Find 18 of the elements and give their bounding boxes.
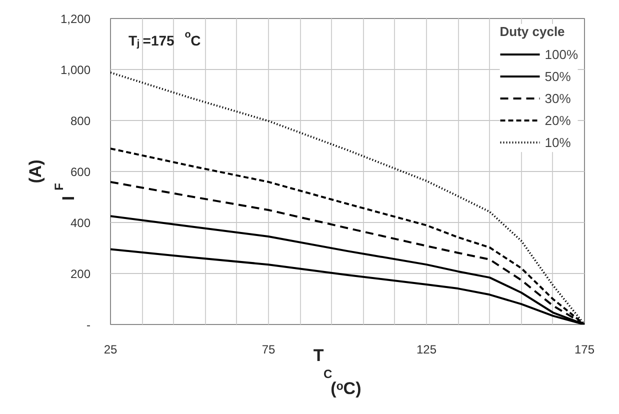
x-tick-label: 125 (416, 342, 437, 356)
y-tick-label: 200 (70, 267, 91, 281)
legend-title: Duty cycle (500, 24, 566, 39)
y-tick-label: 400 (70, 216, 91, 230)
y-tick-label: 800 (70, 114, 91, 128)
legend-label: 30% (544, 90, 571, 106)
x-tick-label: 175 (574, 342, 595, 356)
legend-label: 100% (544, 46, 578, 62)
legend-label: 50% (544, 68, 571, 84)
legend-label: 10% (544, 134, 571, 150)
x-tick-label: 75 (262, 342, 276, 356)
y-tick-label: - (86, 318, 91, 332)
y-tick-label: 1,200 (60, 12, 91, 26)
y-tick-label: 1,000 (60, 63, 91, 77)
legend-label: 20% (544, 112, 571, 128)
x-tick-label: 25 (104, 342, 118, 356)
x-axis-title: TC (ᵒC) (313, 346, 362, 398)
y-tick-label: 600 (70, 165, 91, 179)
